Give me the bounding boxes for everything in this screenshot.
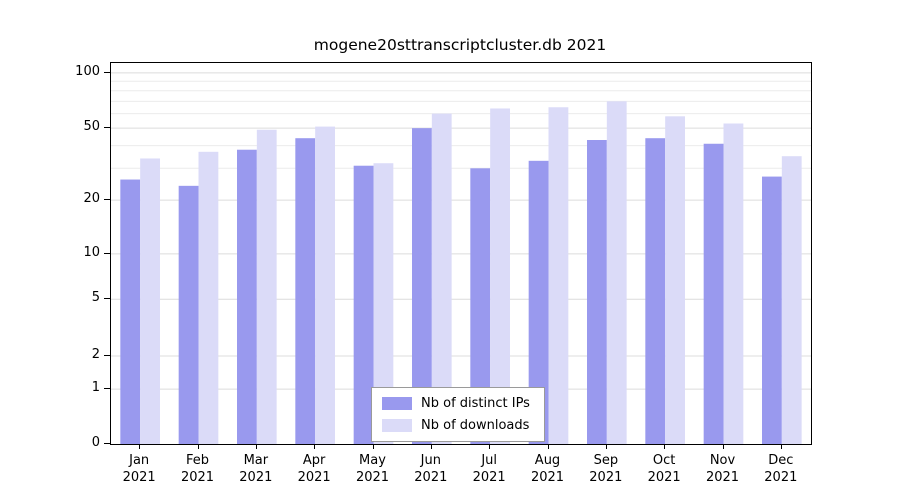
y-tick-label-1: 1 — [91, 380, 100, 396]
year-label: 2021 — [764, 470, 798, 485]
month-label: Aug — [534, 453, 561, 468]
year-label: 2021 — [180, 470, 215, 485]
year-label: 2021 — [122, 470, 156, 485]
y-tick-label-10: 10 — [83, 244, 100, 260]
x-tick-mark — [489, 444, 491, 449]
x-tick-label-jul: Jul 2021 — [457, 452, 521, 486]
y-tick-label-2: 2 — [91, 346, 100, 362]
year-label: 2021 — [647, 470, 681, 485]
x-tick-mark — [664, 444, 666, 449]
y-tick-mark — [104, 199, 110, 201]
month-label: Feb — [185, 453, 210, 468]
y-tick-label-50: 50 — [83, 119, 100, 135]
year-label: 2021 — [530, 470, 565, 485]
bar-distinct-ips-aug — [528, 160, 549, 444]
month-label: Nov — [709, 453, 736, 468]
x-tick-label-jun: Jun 2021 — [399, 452, 463, 486]
x-tick-label-apr: Apr 2021 — [282, 452, 346, 486]
legend-swatch-downloads — [382, 419, 412, 432]
y-tick-label-5: 5 — [91, 290, 100, 306]
y-tick-mark — [104, 443, 110, 444]
y-tick-mark — [104, 252, 110, 254]
bar-downloads-may — [373, 163, 394, 444]
bar-downloads-oct — [665, 116, 685, 444]
year-label: 2021 — [705, 470, 740, 485]
bar-downloads-sep — [606, 101, 627, 444]
x-tick-mark — [255, 444, 257, 449]
x-tick-label-jan: Jan 2021 — [107, 452, 171, 486]
bar-distinct-ips-sep — [587, 140, 607, 444]
x-tick-mark — [314, 444, 316, 449]
y-tick-mark — [104, 127, 110, 129]
legend-label-distinct-ips: Nb of distinct IPs — [421, 396, 530, 411]
y-tick-label-100: 100 — [75, 63, 100, 79]
x-tick-label-aug: Aug 2021 — [516, 452, 580, 486]
y-tick-mark — [104, 298, 110, 300]
year-label: 2021 — [589, 470, 623, 485]
bar-distinct-ips-may — [353, 165, 374, 444]
plot-area — [110, 62, 812, 445]
legend-label-downloads: Nb of downloads — [421, 418, 530, 433]
bar-distinct-ips-apr — [295, 138, 316, 444]
x-tick-mark — [430, 444, 432, 449]
x-tick-mark — [372, 444, 374, 449]
y-tick-label-0: 0 — [91, 435, 100, 450]
bar-distinct-ips-nov — [703, 143, 724, 444]
x-tick-mark — [139, 444, 141, 449]
bar-distinct-ips-oct — [645, 138, 666, 444]
month-label: Oct — [652, 453, 676, 468]
x-tick-mark — [197, 444, 199, 449]
month-label: Dec — [768, 453, 794, 468]
bar-downloads-feb — [198, 151, 219, 444]
month-label: Apr — [302, 453, 326, 468]
x-tick-mark — [605, 444, 607, 449]
month-label: Jul — [481, 453, 497, 468]
legend-item-downloads: Nb of downloads — [382, 418, 530, 433]
month-label: Sep — [593, 453, 619, 468]
month-label: Mar — [243, 453, 269, 468]
year-label: 2021 — [239, 470, 273, 485]
x-tick-label-nov: Nov 2021 — [691, 452, 755, 486]
year-label: 2021 — [472, 470, 506, 485]
bar-downloads-jul — [490, 108, 510, 444]
x-tick-mark — [722, 444, 724, 449]
legend: Nb of distinct IPs Nb of downloads — [371, 387, 545, 442]
legend-swatch-distinct-ips — [382, 397, 412, 410]
y-tick-mark — [104, 354, 110, 356]
bar-distinct-ips-jun — [412, 128, 432, 444]
month-label: Jan — [129, 453, 150, 468]
y-tick-mark — [104, 71, 110, 73]
bar-downloads-nov — [723, 123, 744, 444]
bar-distinct-ips-feb — [178, 185, 199, 444]
bar-chart-canvas — [111, 72, 811, 444]
bar-distinct-ips-mar — [237, 149, 257, 444]
bar-downloads-aug — [548, 107, 569, 444]
bar-distinct-ips-jan — [120, 179, 141, 444]
year-label: 2021 — [297, 470, 331, 485]
bar-distinct-ips-jul — [470, 168, 491, 444]
x-tick-label-feb: Feb 2021 — [166, 452, 230, 486]
y-tick-mark — [104, 388, 110, 390]
bar-downloads-apr — [315, 126, 335, 444]
year-label: 2021 — [355, 470, 390, 485]
x-tick-label-mar: Mar 2021 — [224, 452, 288, 486]
bar-downloads-mar — [256, 129, 277, 444]
month-label: May — [359, 453, 386, 468]
bar-distinct-ips-dec — [762, 176, 782, 444]
bar-downloads-jan — [140, 158, 160, 444]
x-tick-label-may: May 2021 — [341, 452, 405, 486]
bar-downloads-jun — [431, 113, 452, 444]
x-tick-mark — [547, 444, 549, 449]
x-tick-label-oct: Oct 2021 — [632, 452, 696, 486]
chart-title: mogene20sttranscriptcluster.db 2021 — [313, 36, 607, 54]
bar-downloads-dec — [781, 156, 802, 444]
month-label: Jun — [420, 453, 441, 468]
year-label: 2021 — [414, 470, 448, 485]
x-tick-label-sep: Sep 2021 — [574, 452, 638, 486]
x-tick-mark — [780, 444, 782, 449]
x-tick-label-dec: Dec 2021 — [749, 452, 813, 486]
y-tick-label-20: 20 — [83, 191, 100, 207]
legend-item-distinct-ips: Nb of distinct IPs — [382, 396, 530, 411]
